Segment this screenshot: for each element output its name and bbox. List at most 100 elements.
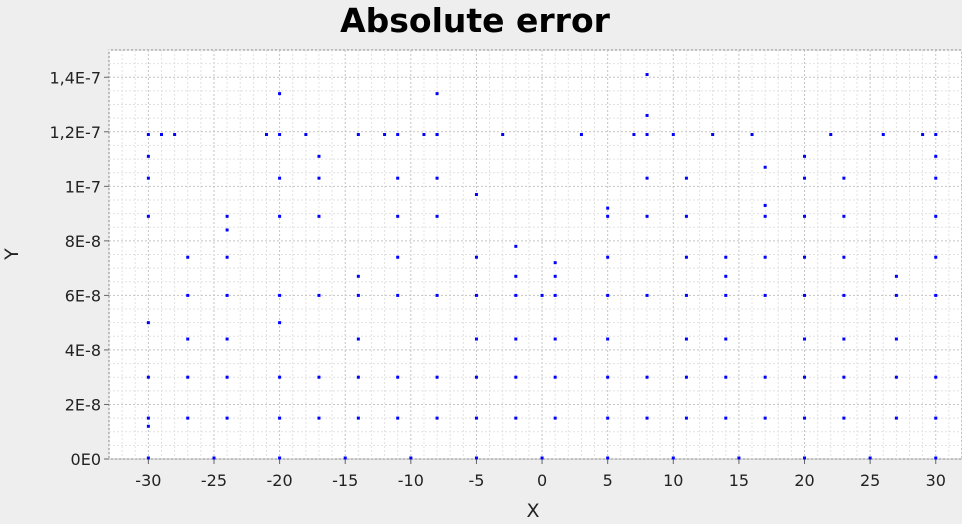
data-point — [186, 416, 190, 420]
data-point — [435, 293, 439, 297]
data-point — [842, 214, 846, 218]
data-point — [501, 133, 505, 137]
data-point — [278, 214, 282, 218]
data-point — [514, 244, 518, 248]
data-point — [894, 293, 898, 297]
data-point — [356, 133, 360, 137]
data-point — [435, 375, 439, 379]
data-point — [632, 133, 636, 137]
data-point — [146, 154, 150, 158]
data-point — [146, 176, 150, 180]
data-point — [684, 214, 688, 218]
data-point — [278, 456, 282, 460]
data-point — [737, 456, 741, 460]
data-point — [317, 293, 321, 297]
data-point — [186, 293, 190, 297]
data-point — [540, 456, 544, 460]
data-point — [159, 133, 163, 137]
data-point — [763, 416, 767, 420]
data-point — [881, 133, 885, 137]
data-point — [671, 133, 675, 137]
data-point — [750, 133, 754, 137]
data-point — [278, 133, 282, 137]
data-point — [763, 255, 767, 259]
data-point — [645, 73, 649, 77]
data-point — [684, 255, 688, 259]
data-point — [422, 133, 426, 137]
data-point — [934, 416, 938, 420]
data-point — [606, 255, 610, 259]
data-point — [146, 133, 150, 137]
y-tick-label: 1,4E-7 — [49, 68, 101, 87]
data-point — [842, 255, 846, 259]
data-point — [606, 206, 610, 210]
data-point — [225, 337, 229, 341]
data-point — [514, 293, 518, 297]
data-point — [474, 255, 478, 259]
data-point — [763, 214, 767, 218]
data-point — [356, 416, 360, 420]
data-point — [396, 214, 400, 218]
data-point — [803, 293, 807, 297]
x-tick-label: 30 — [926, 471, 946, 490]
data-point — [724, 416, 728, 420]
data-point — [606, 214, 610, 218]
data-point — [724, 274, 728, 278]
data-point — [225, 375, 229, 379]
grid-lines — [108, 49, 962, 460]
y-tick-label: 8E-8 — [65, 232, 101, 251]
x-tick-label: -25 — [201, 471, 227, 490]
data-point — [514, 416, 518, 420]
data-point — [606, 375, 610, 379]
data-point — [711, 133, 715, 137]
data-point — [606, 456, 610, 460]
data-point — [225, 214, 229, 218]
data-point — [803, 176, 807, 180]
data-point — [278, 176, 282, 180]
data-point — [146, 424, 150, 428]
x-tick-label: -10 — [398, 471, 424, 490]
x-tick-label: -20 — [267, 471, 293, 490]
data-point — [684, 337, 688, 341]
data-point — [645, 416, 649, 420]
data-point — [553, 375, 557, 379]
data-point — [514, 375, 518, 379]
y-tick-label: 6E-8 — [65, 286, 101, 305]
data-point — [317, 214, 321, 218]
data-point — [724, 255, 728, 259]
x-tick-label: -5 — [468, 471, 484, 490]
data-point — [842, 293, 846, 297]
data-point — [842, 176, 846, 180]
data-points — [146, 73, 938, 460]
data-point — [474, 337, 478, 341]
data-point — [553, 274, 557, 278]
data-point — [934, 255, 938, 259]
data-point — [343, 456, 347, 460]
data-point — [684, 416, 688, 420]
data-point — [186, 375, 190, 379]
data-point — [146, 456, 150, 460]
data-point — [225, 255, 229, 259]
data-point — [645, 113, 649, 117]
x-tick-label: 0 — [537, 471, 547, 490]
data-point — [474, 456, 478, 460]
data-point — [934, 293, 938, 297]
data-point — [225, 293, 229, 297]
data-point — [921, 133, 925, 137]
data-point — [146, 321, 150, 325]
data-point — [317, 416, 321, 420]
data-point — [146, 416, 150, 420]
y-tick-label: 1E-7 — [65, 177, 101, 196]
data-point — [803, 375, 807, 379]
data-point — [396, 375, 400, 379]
data-point — [396, 293, 400, 297]
x-tick-label: -15 — [332, 471, 358, 490]
data-point — [317, 176, 321, 180]
data-point — [894, 416, 898, 420]
data-point — [474, 416, 478, 420]
data-point — [606, 293, 610, 297]
data-point — [842, 337, 846, 341]
data-point — [435, 176, 439, 180]
chart-title: Absolute error — [340, 1, 610, 40]
data-point — [934, 176, 938, 180]
